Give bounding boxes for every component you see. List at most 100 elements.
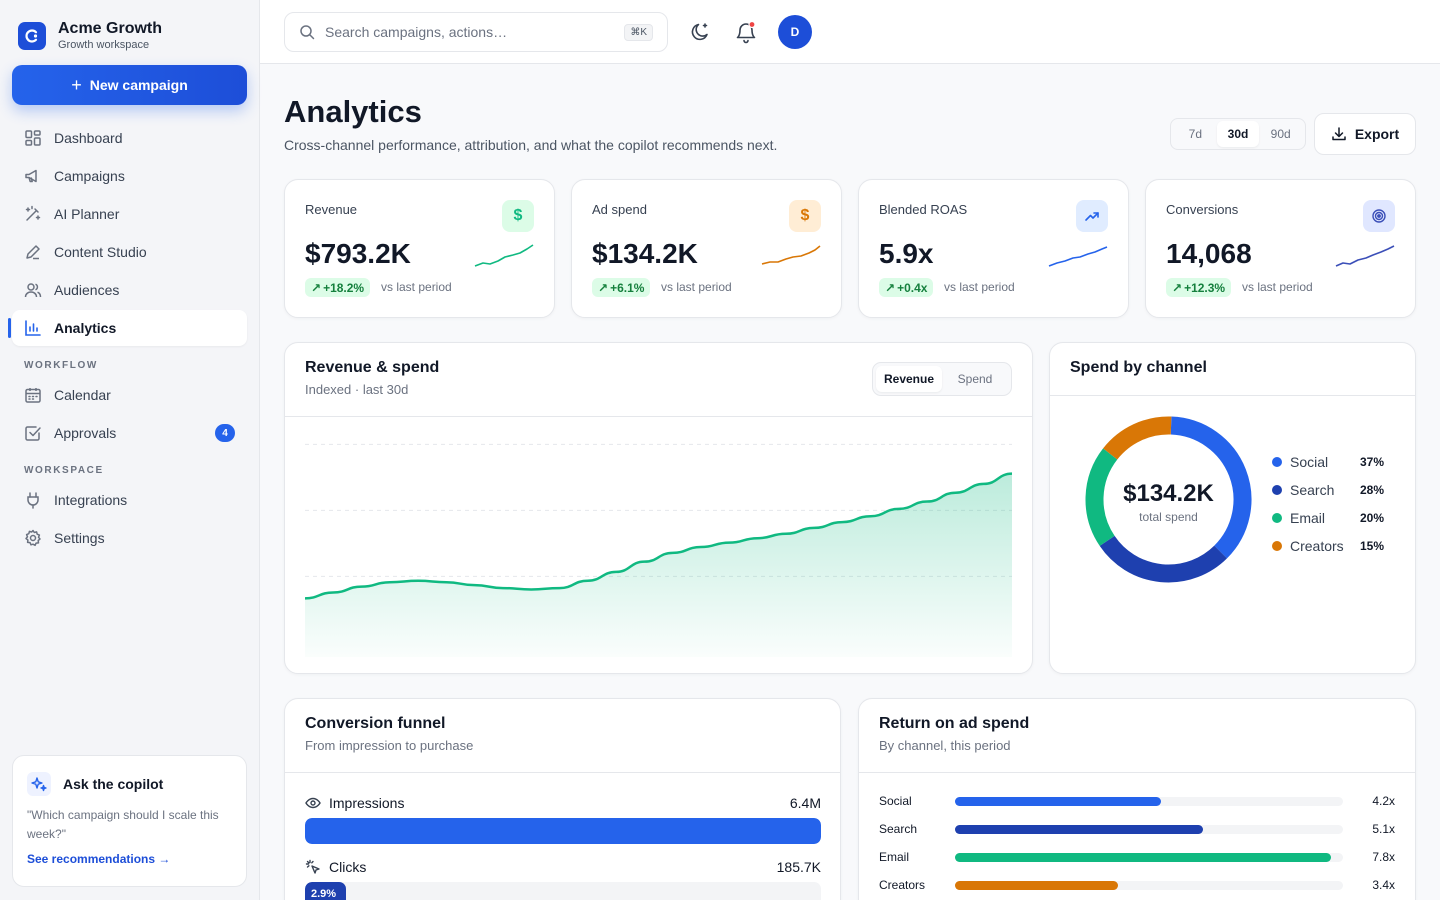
roas-sparkline (1048, 246, 1108, 267)
toggle-revenue[interactable]: Revenue (876, 366, 942, 392)
workflow-heading: WORKFLOW (24, 360, 98, 371)
check-square-icon (25, 426, 41, 441)
donut-slice-email[interactable] (1085, 448, 1118, 546)
range-7d[interactable]: 7d (1188, 127, 1203, 141)
toggle-spend[interactable]: Spend (957, 372, 993, 386)
legend-value-creators: 15% (1359, 539, 1384, 553)
legend-item-search: Search 28% (1272, 476, 1384, 504)
range-30d[interactable]: 30d (1216, 121, 1260, 147)
roas-bar (955, 880, 1118, 890)
roas-row-search: Search 5.1x (879, 822, 1395, 836)
kpi-card-conversions[interactable]: Conversions 14,068 ↗ +12.3% vs last perio… (1145, 179, 1416, 318)
theme-toggle-icon[interactable] (688, 20, 712, 44)
kpi-value: $134.2K (592, 238, 698, 269)
panel-subtitle: Indexed · last 30d (305, 382, 409, 397)
sidebar-item-label: Content Studio (54, 244, 147, 260)
search-shortcut: ⌘K (624, 24, 653, 41)
spend-donut-chart (1085, 416, 1252, 583)
sidebar-item-ai-planner[interactable]: AI Planner (12, 196, 247, 232)
export-label: Export (1354, 126, 1400, 142)
sidebar-item-calendar[interactable]: Calendar (12, 377, 247, 413)
kpi-comparison: vs last period (1242, 280, 1313, 294)
kpi-label: Revenue (305, 202, 358, 217)
trending-up-icon (1076, 200, 1108, 232)
gear-icon (25, 529, 41, 547)
kpi-card-ad-spend[interactable]: Ad spend $ $134.2K ↗ +6.1% vs last period (571, 179, 842, 318)
kpi-card-blended-roas[interactable]: Blended ROAS 5.9x ↗ +0.4x vs last period (858, 179, 1129, 318)
workspace-heading: WORKSPACE (24, 465, 104, 476)
megaphone-icon (25, 169, 37, 183)
page-title: Analytics (284, 94, 422, 129)
kpi-card-revenue[interactable]: Revenue $ $793.2K ↗ +18.2% vs last period (284, 179, 555, 318)
roas-row-creators: Creators 3.4x (879, 878, 1395, 892)
conversions-sparkline (1335, 245, 1395, 267)
funnel-step-value: 6.4M (789, 795, 821, 811)
conversion-funnel-panel: Conversion funnel From impression to pur… (284, 698, 841, 900)
roas-panel: Return on ad spend By channel, this peri… (858, 698, 1416, 900)
funnel-bar: 2.9% (305, 882, 821, 900)
donut-legend: Social 37% Search 28% Email 20% Creators 15% (1272, 448, 1384, 560)
roas-row-social: Social 4.2x (879, 794, 1395, 808)
brand[interactable]: Acme Growth Growth workspace (18, 20, 162, 52)
user-avatar[interactable]: D (778, 15, 812, 49)
approvals-count-badge: 4 (215, 424, 235, 442)
range-90d[interactable]: 90d (1270, 127, 1291, 141)
funnel-fill (305, 882, 347, 900)
sidebar-item-dashboard[interactable]: Dashboard (12, 120, 247, 156)
new-campaign-button[interactable]: + New campaign (12, 65, 247, 105)
sidebar-item-analytics[interactable]: Analytics (8, 310, 247, 346)
trend-up-icon: ↗ (598, 280, 609, 295)
legend-item-social: Social 37% (1272, 448, 1384, 476)
legend-value-search: 28% (1359, 483, 1384, 497)
donut-slice-creators[interactable] (1103, 416, 1172, 460)
sidebar-item-audiences[interactable]: Audiences (12, 272, 247, 308)
copilot-card: Ask the copilot "Which campaign should I… (12, 755, 247, 887)
panel-subtitle: From impression to purchase (305, 738, 474, 753)
total-spend-value: $134.2K (1123, 479, 1214, 507)
funnel-conversion-rate: 2.9% (311, 888, 337, 900)
export-button[interactable]: Export (1314, 113, 1416, 155)
kpi-label: Blended ROAS (879, 202, 968, 217)
sidebar-item-approvals[interactable]: Approvals 4 (12, 415, 247, 451)
sidebar-item-integrations[interactable]: Integrations (12, 482, 247, 518)
copilot-prompt: "Which campaign should I scale this week… (27, 808, 219, 841)
sidebar-item-label: Approvals (54, 425, 117, 441)
panel-divider (285, 416, 1032, 417)
search-icon (300, 25, 315, 40)
kpi-comparison: vs last period (661, 280, 732, 294)
revenue-series-line[interactable] (304, 472, 1013, 600)
sidebar-item-label: Analytics (54, 320, 117, 336)
legend-item-email: Email 20% (1272, 504, 1384, 532)
sidebar-item-campaigns[interactable]: Campaigns (12, 158, 247, 194)
sidebar-nav: Dashboard Campaigns AI Planner Content S… (8, 120, 247, 558)
search-input[interactable] (325, 24, 615, 40)
sidebar-item-label: Settings (54, 530, 105, 546)
donut-center: $134.2K total spend (1085, 418, 1252, 585)
sidebar-item-label: Integrations (54, 492, 128, 508)
kpi-label: Ad spend (592, 202, 647, 217)
ad-spend-sparkline (761, 245, 821, 265)
funnel-fill (305, 818, 821, 844)
kpi-delta-badge: ↗ +6.1% (592, 278, 651, 297)
kpi-value: 14,068 (1166, 238, 1252, 269)
search-box[interactable]: ⌘K (284, 12, 668, 52)
trend-up-icon: ↗ (311, 280, 322, 295)
sidebar-item-settings[interactable]: Settings (12, 520, 247, 556)
kpi-value: $793.2K (305, 238, 411, 269)
panel-title: Spend by channel (1070, 359, 1207, 376)
bell-icon[interactable] (734, 20, 758, 44)
new-campaign-label: New campaign (89, 77, 188, 93)
sidebar-item-label: Dashboard (54, 130, 123, 146)
see-recommendations-link[interactable]: See recommendations → (27, 852, 171, 866)
donut-slice-search[interactable] (1099, 535, 1227, 583)
eye-icon (305, 797, 321, 809)
revenue-area-chart (304, 443, 1013, 657)
sidebar-item-label: Audiences (54, 282, 120, 298)
donut-slice-social[interactable] (1170, 416, 1252, 559)
legend-item-creators: Creators 15% (1272, 532, 1384, 560)
plug-icon (27, 492, 39, 509)
download-icon (1332, 127, 1346, 141)
sidebar-item-content-studio[interactable]: Content Studio (12, 234, 247, 270)
legend-value-email: 20% (1359, 511, 1384, 525)
kpi-comparison: vs last period (944, 280, 1015, 294)
